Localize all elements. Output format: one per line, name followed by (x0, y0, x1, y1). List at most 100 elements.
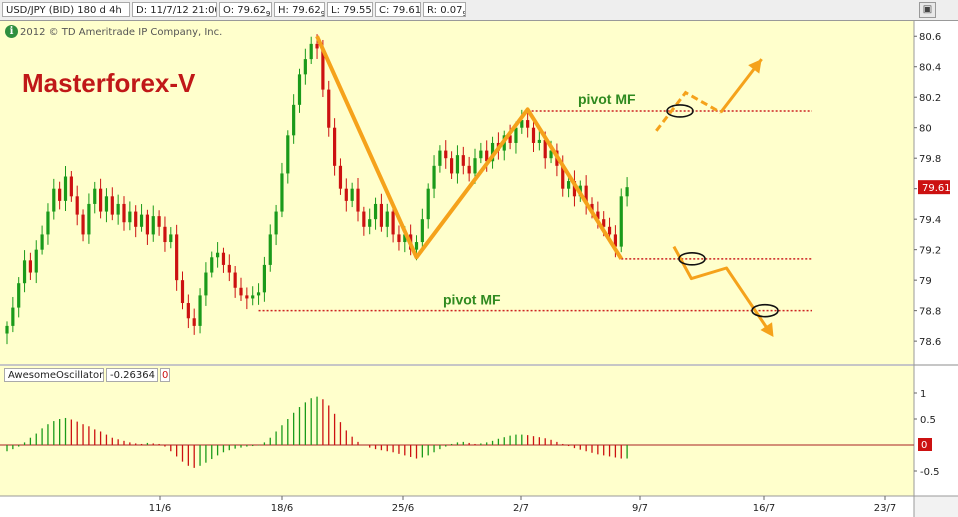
candle-body (567, 181, 571, 189)
candle-body (373, 203, 378, 220)
candle-body (385, 211, 389, 227)
candle-body (245, 295, 249, 299)
candle-body (520, 120, 524, 128)
candle-body (438, 150, 442, 166)
breakout-circle-middle (678, 252, 706, 266)
candle-body (490, 142, 495, 162)
candle-body (526, 120, 530, 128)
candle-body (122, 203, 126, 223)
candle-body (28, 260, 32, 273)
candle-body (309, 43, 313, 60)
info-icon[interactable]: i (5, 25, 18, 38)
candle-body (619, 196, 623, 247)
range-value: R: 0.07 (427, 5, 463, 16)
candle-body (280, 173, 284, 212)
price-tick-label: 79.2 (919, 246, 941, 257)
candle-body (531, 127, 536, 143)
candle-body (40, 234, 44, 250)
candle-body (613, 234, 617, 247)
date-axis (0, 496, 914, 517)
candle-body (169, 234, 173, 243)
oscillator-pane (0, 366, 914, 496)
candle-body (157, 216, 161, 227)
candle-body (151, 216, 155, 235)
price-pane (0, 21, 914, 364)
candle-body (210, 257, 214, 273)
candle-body (221, 252, 226, 265)
candle-body (17, 283, 21, 308)
candle-body (274, 211, 278, 235)
candle-body (479, 150, 483, 159)
candle-body (227, 264, 231, 273)
open-value: O: 79.62 (223, 5, 266, 16)
candle-body (297, 74, 302, 105)
candle-body (444, 150, 448, 159)
range-sub: 9 (462, 10, 465, 16)
price-tick-label: 80.6 (919, 32, 941, 43)
candle-body (350, 188, 354, 201)
candle-body (87, 203, 91, 235)
candle-body (450, 158, 454, 174)
candle-body (514, 127, 518, 143)
candle-body (467, 165, 471, 174)
candle-body (584, 185, 588, 204)
candle-body (81, 214, 85, 235)
candle-body (315, 43, 319, 49)
oscillator-flag: 0 (160, 368, 170, 382)
candle-body (46, 211, 50, 235)
date-tick-label: 18/6 (271, 503, 293, 514)
high-label: H: 79.629 (274, 2, 325, 17)
ao-current-badge-text: 0 (921, 440, 927, 451)
candle-body (52, 188, 56, 212)
candle-body (93, 188, 97, 204)
date-tick-label: 2/7 (513, 503, 529, 514)
candle-body (22, 260, 27, 284)
price-tick-label: 79 (919, 276, 932, 287)
candle-body (303, 59, 307, 75)
price-tick-label: 80.4 (919, 63, 941, 74)
candle-body (508, 135, 512, 143)
candle-body (99, 188, 103, 212)
candle-body (175, 234, 179, 281)
range-label: R: 0.079 (423, 2, 466, 17)
candle-body (403, 234, 407, 243)
forecast-up-arrowhead (748, 59, 762, 74)
candle-body (596, 211, 600, 220)
ao-tick-label: -0.5 (920, 467, 940, 478)
candle-body (426, 188, 430, 220)
low-label: L: 79.55 (327, 2, 373, 17)
candle-body (145, 214, 149, 235)
candle-body (192, 318, 196, 326)
candle-body (321, 48, 325, 90)
candle-body (362, 211, 366, 227)
candle-body (379, 203, 383, 227)
bar-date-label: D: 11/7/12 21:00 (132, 2, 217, 17)
candle-body (572, 181, 577, 197)
current-price-badge: 79.61 (918, 180, 951, 195)
breakout-circle-lower (751, 303, 779, 318)
symbol-label[interactable]: USD/JPY (BID) 180 d 4h (2, 2, 130, 17)
date-tick-label: 9/7 (632, 503, 648, 514)
candle-body (338, 165, 343, 189)
candle-body (414, 242, 419, 250)
candle-body (216, 252, 220, 258)
candle-body (543, 139, 547, 159)
pivot-label-upper: pivot MF (578, 91, 636, 107)
candle-body (549, 150, 553, 159)
oscillator-value: -0.26364 (106, 368, 158, 382)
ao-zero-badge: 0 (918, 438, 932, 451)
oscillator-name[interactable]: AwesomeOscillator (4, 368, 104, 382)
candle-body (327, 89, 331, 128)
candle-body (473, 158, 477, 174)
candle-body (75, 196, 79, 215)
candle-body (602, 219, 606, 227)
candle-body (239, 287, 243, 296)
copyright-text: 2012 © TD Ameritrade IP Company, Inc. (20, 27, 223, 38)
breakout-circle-upper (666, 104, 694, 118)
maximize-icon[interactable]: ▣ (919, 2, 936, 18)
pivot-label-lower: pivot MF (443, 292, 501, 308)
candle-body (104, 196, 109, 212)
candle-body (163, 226, 167, 243)
